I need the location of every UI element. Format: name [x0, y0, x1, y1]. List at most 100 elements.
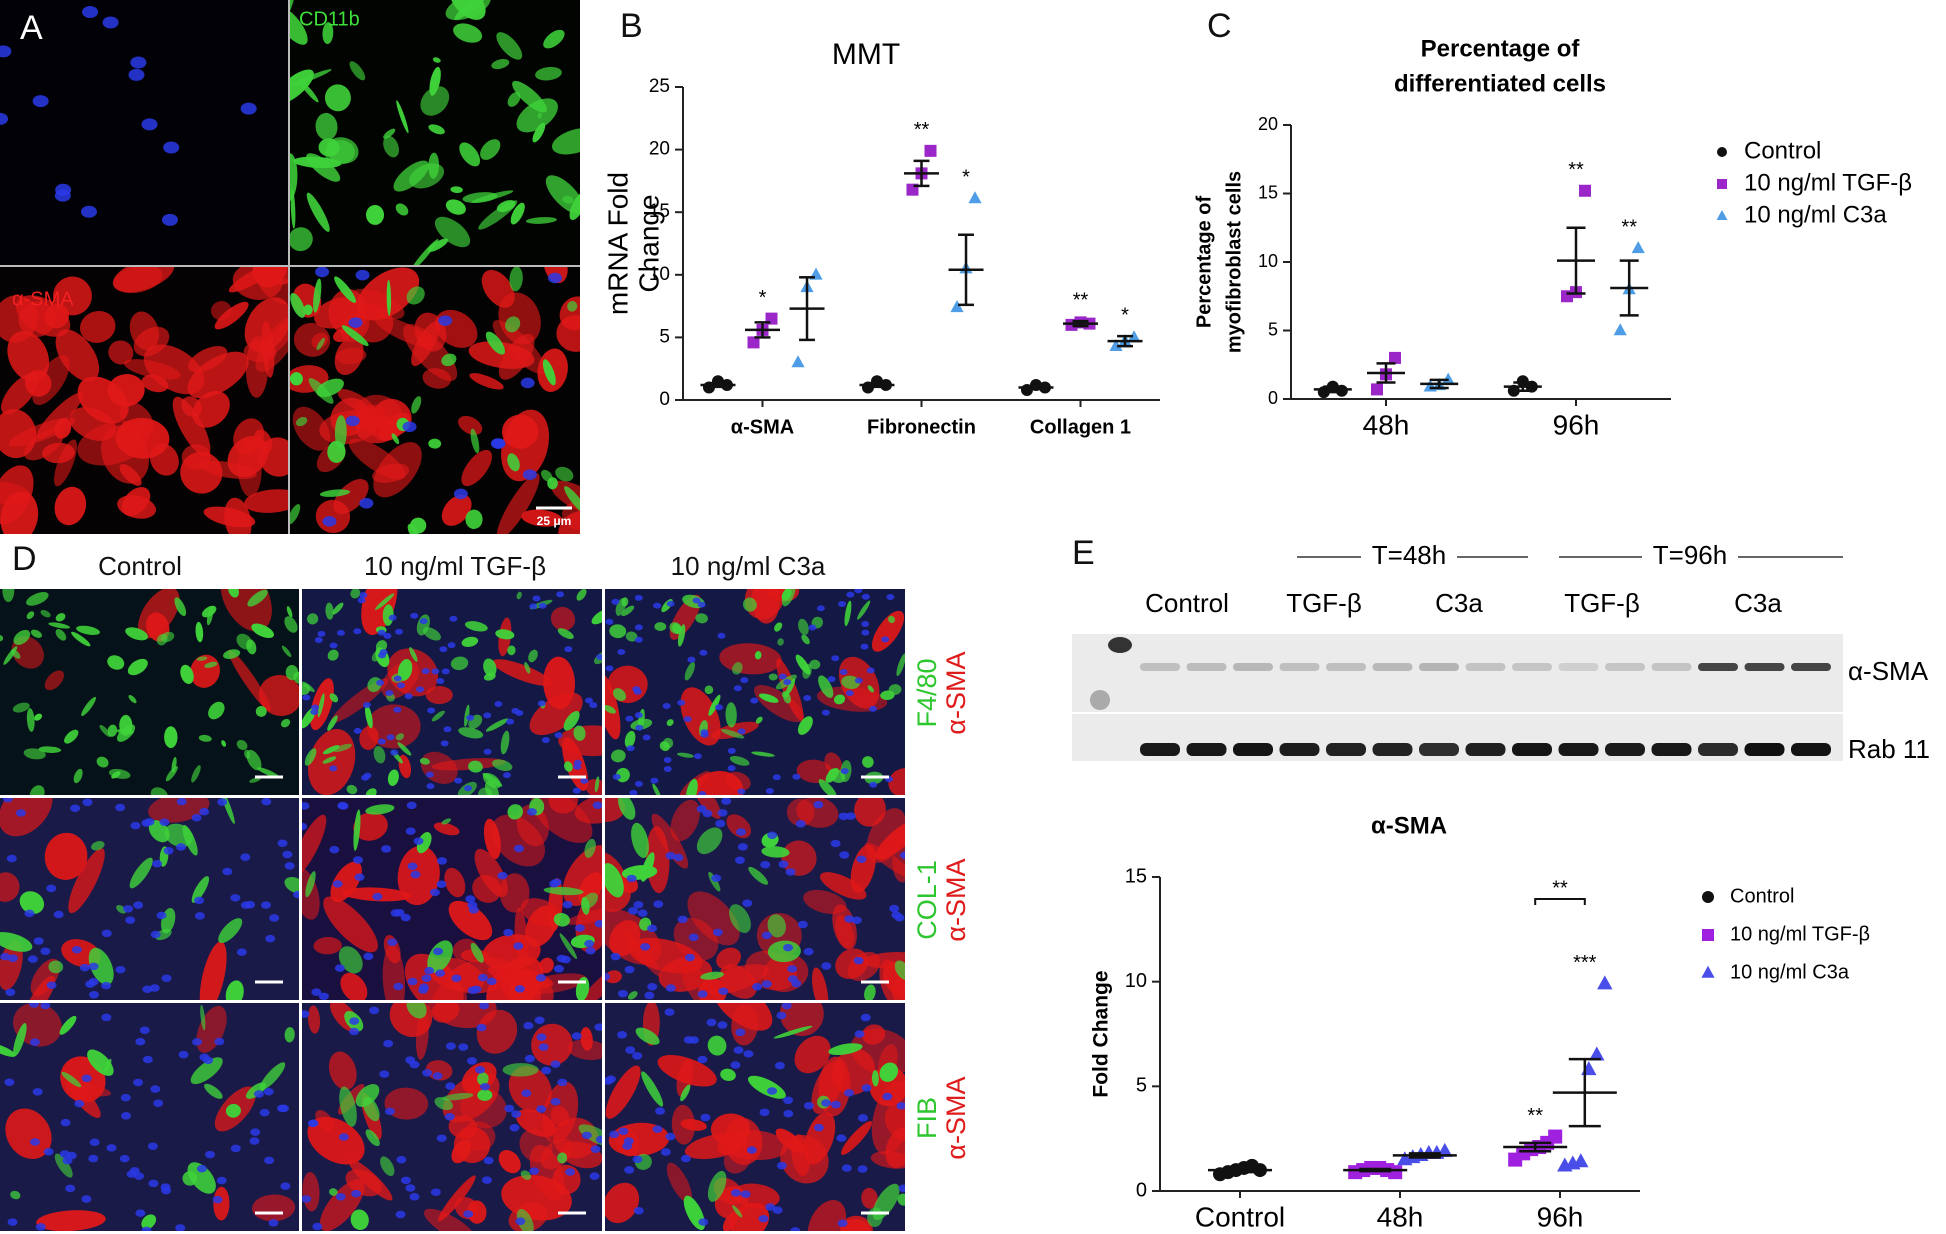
red-cell [580, 1027, 593, 1051]
nucleus [125, 916, 136, 924]
nucleus [32, 95, 49, 108]
nucleus [715, 819, 726, 828]
nucleus [277, 1104, 288, 1113]
nucleus [609, 1130, 620, 1139]
nucleus [429, 888, 440, 897]
band [1558, 663, 1599, 671]
green-cell [365, 804, 395, 815]
nucleus [513, 942, 524, 950]
nucleus [491, 438, 506, 449]
nucleus [29, 1003, 40, 1008]
green-cell [2, 589, 15, 603]
red-cell [382, 945, 406, 1000]
red-cell [258, 674, 299, 717]
nucleus [133, 901, 144, 909]
nucleus [647, 924, 658, 933]
nucleus [85, 980, 96, 988]
nucleus [32, 1088, 43, 1096]
nucleus [381, 845, 392, 853]
green-cell [459, 142, 481, 167]
micrograph [0, 0, 289, 266]
nucleus [761, 980, 772, 988]
y-tick-label: 25 [649, 76, 670, 97]
nucleus [664, 1008, 675, 1016]
red-cell [328, 1051, 357, 1090]
nucleus [560, 955, 571, 964]
green-cell [10, 1190, 21, 1200]
nucleus [538, 602, 547, 609]
image-content [289, 266, 580, 534]
band [1419, 743, 1459, 756]
green-cell [289, 227, 313, 252]
green-cell [867, 685, 874, 693]
red-cell [711, 721, 759, 740]
nucleus [236, 948, 247, 956]
nucleus [497, 871, 508, 880]
green-cell [19, 891, 45, 914]
nucleus [622, 1142, 633, 1150]
green-cell [319, 489, 351, 497]
nucleus [640, 943, 651, 951]
green-cell [496, 32, 523, 60]
legend-marker [1717, 147, 1727, 157]
nucleus [176, 843, 187, 851]
nucleus [625, 1046, 636, 1054]
nucleus [612, 773, 621, 780]
nucleus [150, 930, 161, 939]
green-cell [464, 621, 488, 632]
green-cell [306, 192, 330, 232]
red-cell [414, 312, 447, 352]
nucleus [240, 901, 251, 909]
nucleus [523, 1021, 534, 1030]
green-cell [365, 788, 377, 795]
red-cell [192, 390, 230, 428]
blot [1072, 634, 1843, 761]
nucleus [683, 716, 692, 723]
red-cell [521, 509, 563, 527]
nucleus [81, 1074, 92, 1083]
nucleus [40, 947, 51, 955]
micrograph [605, 798, 905, 1000]
nucleus [529, 603, 538, 610]
red-cell [44, 670, 64, 691]
nucleus [393, 675, 402, 682]
nucleus [133, 1078, 144, 1087]
nucleus [522, 469, 537, 480]
green-cell [833, 694, 846, 705]
nucleus [65, 1184, 76, 1193]
band [1186, 663, 1227, 671]
band [1791, 663, 1831, 671]
green-cell [480, 139, 501, 160]
green-cell [333, 743, 352, 753]
nucleus [384, 1107, 395, 1116]
red-cell [460, 1087, 507, 1129]
green-cell [365, 1129, 380, 1147]
nucleus [746, 1146, 757, 1154]
band [1605, 663, 1645, 671]
green-cell [228, 589, 239, 598]
nucleus [750, 697, 759, 704]
green-cell [767, 914, 786, 938]
red-cell [469, 373, 504, 390]
green-cell [880, 690, 895, 701]
green-cell [704, 685, 714, 695]
nucleus [655, 1107, 666, 1115]
red-cell [871, 610, 905, 652]
nucleus [634, 636, 643, 643]
nucleus [130, 821, 141, 830]
nucleus [74, 1099, 85, 1108]
green-cell [423, 627, 441, 641]
green-cell [420, 86, 450, 116]
micrograph [0, 589, 299, 795]
nucleus [194, 912, 205, 920]
green-cell [164, 823, 194, 848]
nucleus [0, 952, 11, 961]
green-cell [428, 438, 442, 449]
nucleus [471, 985, 482, 993]
nucleus [359, 592, 368, 599]
nucleus [410, 612, 419, 619]
green-cell [306, 153, 341, 182]
nucleus [697, 601, 706, 608]
nucleus [736, 828, 747, 836]
nucleus [532, 595, 541, 602]
